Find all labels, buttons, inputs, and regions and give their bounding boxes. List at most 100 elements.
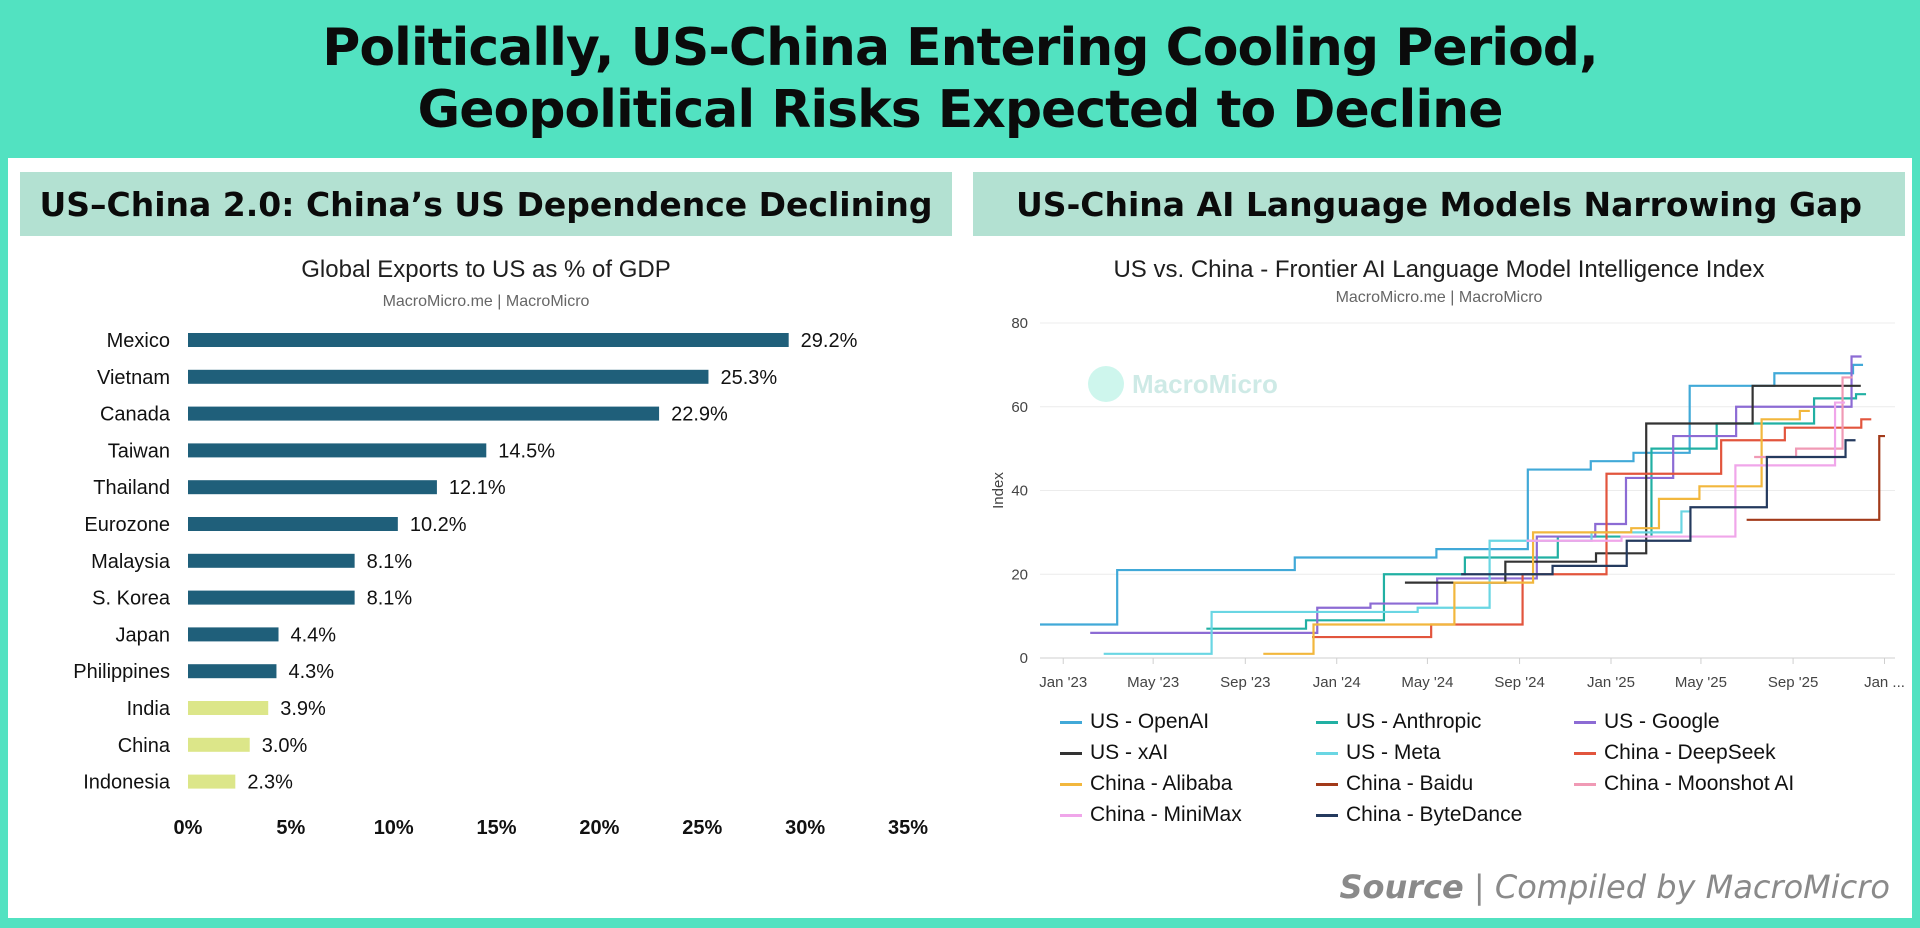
- series-line: [1754, 376, 1853, 459]
- legend-label: US - Google: [1604, 710, 1720, 733]
- series-line: [1040, 363, 1864, 626]
- bar: [188, 517, 398, 531]
- legend-label: China - Alibaba: [1090, 772, 1233, 795]
- y-tick-label: 40: [1011, 483, 1028, 500]
- watermark-logo-icon: [1088, 366, 1124, 402]
- bar: [188, 480, 437, 495]
- main-title: Politically, US-China Entering Cooling P…: [0, 0, 1920, 158]
- bar-category-label: S. Korea: [92, 588, 171, 610]
- x-tick-label: Jan '23: [1039, 674, 1087, 691]
- bar: [188, 553, 355, 568]
- legend-swatch: [1574, 751, 1596, 755]
- series-line: [1404, 384, 1861, 584]
- legend-swatch: [1060, 782, 1082, 786]
- left-subheader: US–China 2.0: China’s US Dependence Decl…: [20, 172, 952, 236]
- legend-label: China - ByteDance: [1346, 803, 1523, 826]
- bar: [188, 664, 277, 679]
- bar-chart-title: Global Exports to US as % of GDP: [301, 256, 671, 283]
- title-line-2: Geopolitical Risks Expected to Decline: [417, 80, 1504, 140]
- series-line: [1090, 355, 1862, 634]
- legend-item[interactable]: China - ByteDance: [1316, 803, 1522, 827]
- x-tick-label: 30%: [785, 817, 825, 839]
- bar: [188, 737, 250, 752]
- legend-swatch: [1316, 813, 1338, 817]
- x-tick-label: Sep '25: [1768, 674, 1818, 691]
- line-chart-credit: MacroMicro.me | MacroMicro: [1335, 289, 1543, 306]
- bar-category-label: Taiwan: [108, 440, 170, 462]
- bar: [188, 701, 269, 715]
- bar: [188, 627, 279, 642]
- bar-value-label: 12.1%: [449, 477, 506, 499]
- bar-value-label: 29.2%: [801, 330, 858, 352]
- watermark-text: MacroMicro: [1132, 368, 1278, 399]
- bar: [188, 406, 660, 421]
- bar-category-label: Philippines: [73, 661, 170, 683]
- series-line: [1461, 439, 1856, 576]
- x-tick-label: 15%: [477, 817, 517, 839]
- legend-item[interactable]: US - xAI: [1060, 741, 1168, 765]
- bar-value-label: 4.3%: [288, 661, 334, 683]
- series-line: [1263, 409, 1810, 655]
- bar-value-label: 25.3%: [720, 367, 777, 389]
- x-tick-label: Sep '24: [1494, 674, 1544, 691]
- legend-swatch: [1060, 813, 1082, 817]
- bar-category-label: Vietnam: [97, 367, 170, 389]
- legend-item[interactable]: US - OpenAI: [1060, 710, 1209, 734]
- x-tick-label: Jan ...: [1864, 674, 1905, 691]
- legend-item[interactable]: US - Google: [1574, 710, 1720, 734]
- legend-label: China - MiniMax: [1090, 803, 1242, 826]
- bar-value-label: 10.2%: [410, 514, 467, 536]
- legend-item[interactable]: US - Meta: [1316, 741, 1441, 765]
- bar-category-label: Eurozone: [84, 514, 170, 536]
- y-tick-label: 80: [1011, 315, 1028, 332]
- bar-value-label: 22.9%: [671, 404, 728, 426]
- source-label: Source: [1339, 868, 1464, 906]
- bar-category-label: China: [118, 735, 171, 757]
- bar: [188, 774, 236, 789]
- bar: [188, 369, 709, 384]
- bar-value-label: 14.5%: [498, 440, 555, 462]
- x-tick-label: May '23: [1127, 674, 1179, 691]
- y-tick-label: 20: [1011, 566, 1028, 583]
- legend-label: US - OpenAI: [1090, 710, 1210, 733]
- content-panel: [8, 158, 1912, 918]
- bar-category-label: Canada: [100, 404, 171, 426]
- x-tick-label: Jan '25: [1587, 674, 1635, 691]
- legend-item[interactable]: China - Moonshot AI: [1574, 772, 1794, 796]
- legend-label: China - DeepSeek: [1604, 741, 1776, 764]
- bar-category-label: Malaysia: [91, 551, 171, 573]
- source-separator: |: [1473, 868, 1485, 906]
- legend-swatch: [1574, 782, 1596, 786]
- y-tick-label: 0: [1020, 650, 1028, 667]
- series-line: [1526, 401, 1846, 542]
- bar-category-label: Indonesia: [83, 772, 171, 794]
- y-tick-label: 60: [1011, 399, 1028, 416]
- legend-label: US - xAI: [1090, 741, 1169, 764]
- bar-value-label: 3.9%: [280, 698, 326, 720]
- bar: [188, 333, 789, 347]
- legend-item[interactable]: China - Alibaba: [1060, 772, 1232, 796]
- legend-swatch: [1316, 751, 1338, 755]
- legend-label: US - Meta: [1346, 741, 1441, 764]
- bar-chart-credit: MacroMicro.me | MacroMicro: [382, 293, 590, 310]
- source-note: Source | Compiled by MacroMicro: [1339, 868, 1890, 906]
- legend-item[interactable]: China - MiniMax: [1060, 803, 1242, 827]
- bar-category-label: India: [127, 698, 171, 720]
- legend-swatch: [1316, 782, 1338, 786]
- bar-value-label: 4.4%: [291, 624, 337, 646]
- x-tick-label: 5%: [276, 817, 305, 839]
- x-tick-label: May '25: [1675, 674, 1727, 691]
- series-line: [1206, 393, 1867, 630]
- bar-category-label: Mexico: [107, 330, 170, 352]
- x-tick-label: 0%: [174, 817, 203, 839]
- x-tick-label: Sep '23: [1220, 674, 1270, 691]
- legend-swatch: [1316, 720, 1338, 724]
- legend-item[interactable]: China - DeepSeek: [1574, 741, 1776, 765]
- legend-item[interactable]: US - Anthropic: [1316, 710, 1481, 734]
- bar-category-label: Thailand: [93, 477, 170, 499]
- bar: [188, 590, 355, 605]
- x-tick-label: Jan '24: [1313, 674, 1361, 691]
- legend-item[interactable]: China - Baidu: [1316, 772, 1473, 796]
- x-tick-label: 25%: [682, 817, 722, 839]
